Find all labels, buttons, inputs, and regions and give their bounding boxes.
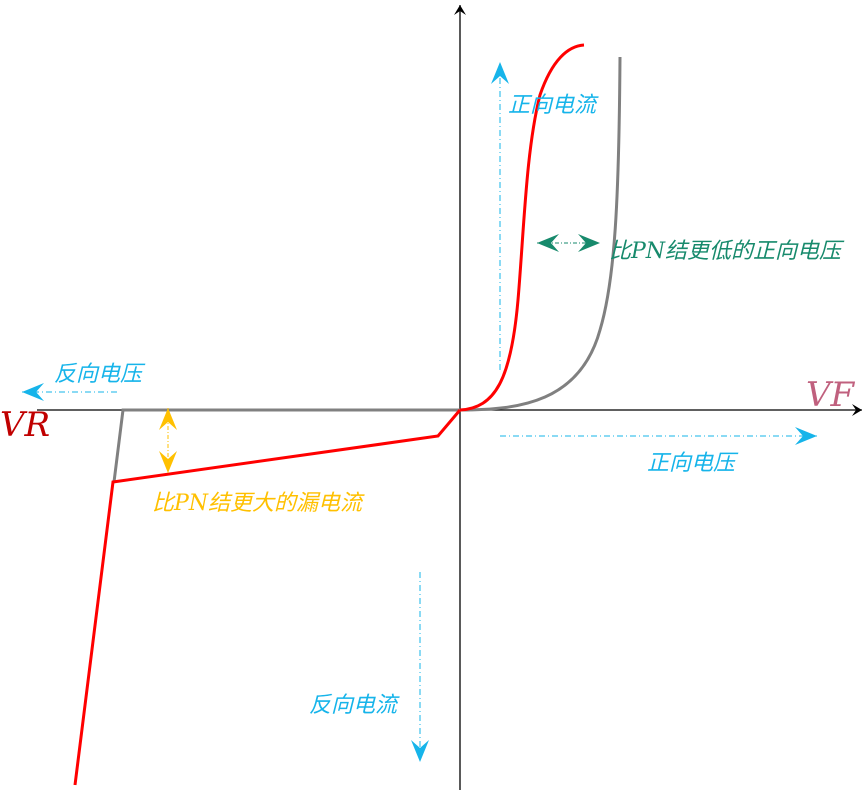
pn-junction-reverse-curve [112,408,460,483]
vf-axis-label: VF [806,375,856,415]
forward-voltage-label: 正向电压 [647,451,739,476]
forward-current-label: 正向电流 [508,93,599,118]
larger-leakage-current-label: 比PN结更大的漏电流 [152,491,365,516]
lower-forward-voltage-label: 比PN结更低的正向电压 [609,239,845,264]
schottky-curve [459,43,585,412]
reverse-voltage-label: 反向电压 [54,362,146,387]
reverse-current-label: 反向电流 [309,693,400,718]
pn-junction-curve [459,56,622,412]
schottky-reverse-curve [73,409,462,786]
vr-axis-label: VR [0,405,50,445]
